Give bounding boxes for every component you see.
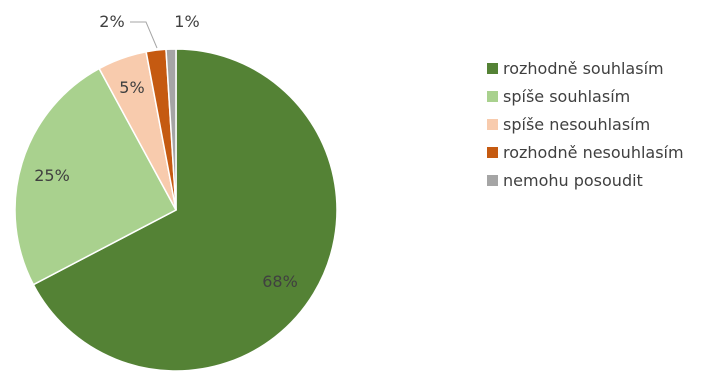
legend-swatch: [487, 175, 498, 186]
legend-swatch: [487, 147, 498, 158]
slice-data-label: 25%: [34, 166, 70, 185]
pie-slice: [32, 48, 338, 372]
legend: rozhodně souhlasím spíše souhlasím spíše n…: [487, 59, 684, 190]
data-labels: 68% 25% 5% 2% 1%: [34, 12, 298, 291]
pie-slice: [165, 48, 177, 211]
legend-swatch: [487, 63, 498, 74]
leader-line: [130, 21, 158, 49]
slice-data-label: 1%: [174, 12, 199, 31]
legend-label: spíše souhlasím: [503, 87, 630, 106]
legend-swatch: [487, 119, 498, 130]
legend-label: spíše nesouhlasím: [503, 115, 650, 134]
pie-slice: [14, 67, 178, 286]
legend-label: rozhodně nesouhlasím: [503, 143, 684, 162]
legend-swatch: [487, 91, 498, 102]
leader-lines: [130, 21, 158, 49]
slice-data-label: 68%: [262, 272, 298, 291]
slice-data-label: 2%: [99, 12, 124, 31]
pie-slices: [14, 48, 338, 372]
legend-label: rozhodně souhlasím: [503, 59, 664, 78]
legend-label: nemohu posoudit: [503, 171, 643, 190]
slice-data-label: 5%: [119, 78, 144, 97]
